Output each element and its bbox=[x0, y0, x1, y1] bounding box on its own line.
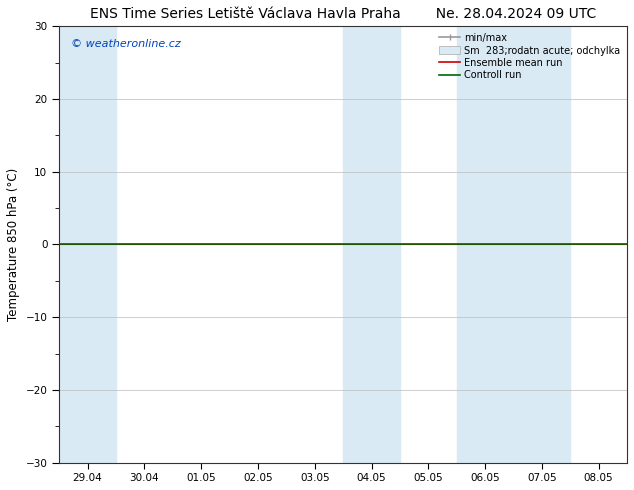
Legend: min/max, Sm  283;rodatn acute; odchylka, Ensemble mean run, Controll run: min/max, Sm 283;rodatn acute; odchylka, … bbox=[437, 31, 622, 82]
Title: ENS Time Series Letiště Václava Havla Praha        Ne. 28.04.2024 09 UTC: ENS Time Series Letiště Václava Havla Pr… bbox=[90, 7, 596, 21]
Bar bbox=[59, 26, 116, 463]
Bar bbox=[456, 26, 570, 463]
Bar bbox=[343, 26, 400, 463]
Text: © weatheronline.cz: © weatheronline.cz bbox=[70, 39, 180, 49]
Y-axis label: Temperature 850 hPa (°C): Temperature 850 hPa (°C) bbox=[7, 168, 20, 321]
